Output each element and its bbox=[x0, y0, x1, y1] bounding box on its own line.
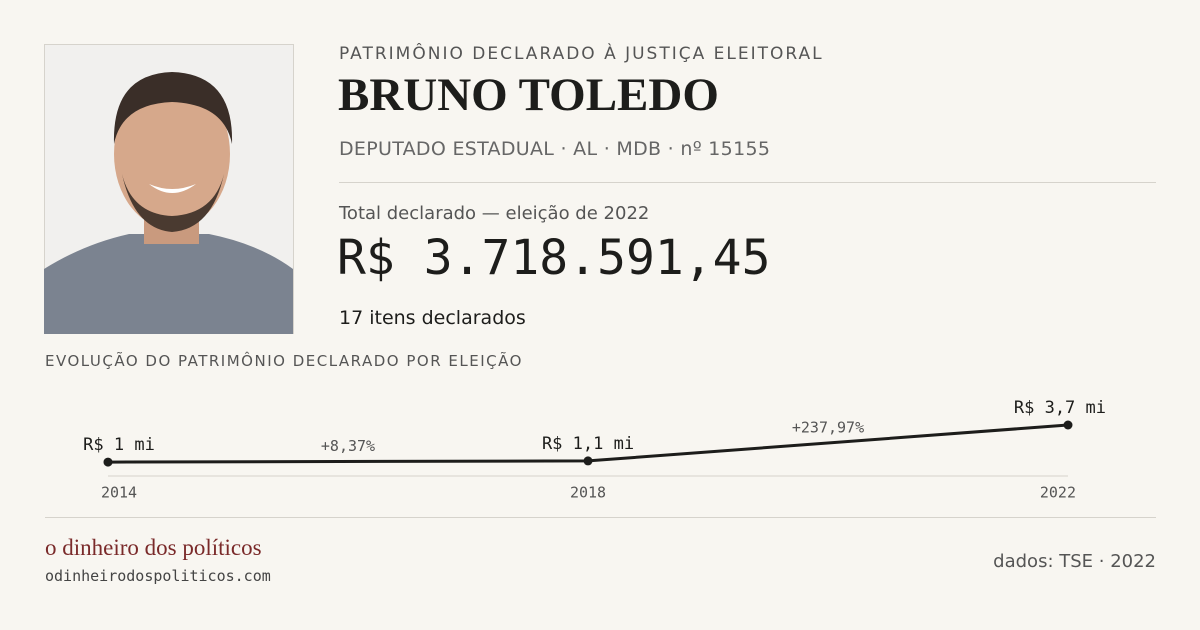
point bbox=[103, 457, 113, 467]
items-count: 17 itens declarados bbox=[339, 307, 526, 329]
chart: R$ 1 mi 2014 R$ 1,1 mi 2018 R$ 3,7 mi 2022 +8,… bbox=[83, 398, 1106, 502]
value-label: R$ 1,1 mi bbox=[542, 434, 634, 454]
politician-name: BRUNO TOLEDO bbox=[338, 69, 719, 121]
source: dados: TSE · 2022 bbox=[993, 551, 1156, 572]
point bbox=[1063, 420, 1073, 430]
divider bbox=[45, 517, 1156, 518]
chart-title: EVOLUÇÃO DO PATRIMÔNIO DECLARADO POR ELE… bbox=[45, 352, 523, 370]
subtitle: DEPUTADO ESTADUAL · AL · MDB · nº 15155 bbox=[339, 138, 771, 160]
total-label: Total declarado — eleição de 2022 bbox=[339, 203, 650, 224]
kicker: PATRIMÔNIO DECLARADO À JUSTIÇA ELEITORAL bbox=[339, 44, 824, 64]
x-tick-label: 2022 bbox=[1040, 484, 1076, 502]
change-label: +8,37% bbox=[321, 437, 375, 455]
change-label: +237,97% bbox=[792, 418, 864, 436]
brand: o dinheiro dos políticos bbox=[45, 535, 262, 560]
value-label: R$ 1 mi bbox=[83, 435, 155, 455]
value-label: R$ 3,7 mi bbox=[1014, 398, 1106, 418]
total-value: R$ 3.718.591,45 bbox=[337, 230, 771, 286]
x-tick-label: 2018 bbox=[570, 484, 606, 502]
point bbox=[583, 456, 593, 466]
url: odinheirodospoliticos.com bbox=[45, 567, 271, 585]
photo bbox=[44, 44, 294, 334]
x-tick-label: 2014 bbox=[101, 484, 137, 502]
divider bbox=[339, 182, 1156, 183]
